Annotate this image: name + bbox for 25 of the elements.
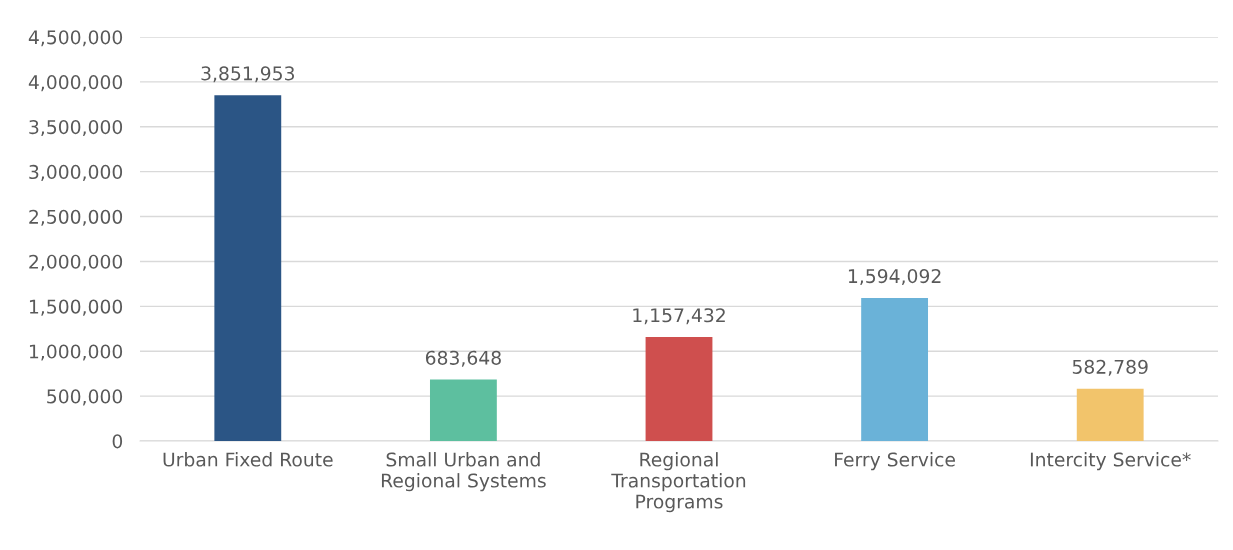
y-tick-label: 1,500,000 — [29, 299, 123, 316]
y-tick-label: 0 — [112, 434, 123, 449]
y-tick-label: 4,500,000 — [28, 30, 123, 47]
x-tick-label: Ferry Service — [835, 452, 955, 471]
y-tick-label: 2,500,000 — [29, 209, 123, 226]
x-tick-label: Small Urban and Regional Systems — [381, 452, 546, 492]
data-label: 1,157,432 — [633, 308, 725, 325]
x-tick-label: Urban Fixed Route — [163, 452, 333, 467]
x-tick-label: Regional Transportation Programs — [611, 452, 746, 513]
bar — [214, 95, 282, 441]
bar — [861, 297, 929, 441]
bar — [429, 379, 497, 441]
y-tick-label: 500,000 — [47, 389, 123, 406]
y-tick-label: 3,500,000 — [29, 119, 123, 137]
bar — [645, 337, 713, 441]
data-label: 582,789 — [1072, 359, 1148, 376]
data-label: 3,851,953 — [201, 66, 295, 83]
x-tick-label: Intercity Service* — [1030, 452, 1191, 471]
y-tick-label: 4,000,000 — [28, 75, 123, 92]
y-tick-label: 2,000,000 — [29, 254, 123, 271]
data-label: 1,594,092 — [848, 268, 941, 286]
bar — [1076, 388, 1144, 441]
data-label: 683,648 — [425, 350, 501, 367]
y-tick-label: 3,000,000 — [29, 164, 123, 181]
y-tick-label: 1,000,000 — [29, 344, 123, 361]
